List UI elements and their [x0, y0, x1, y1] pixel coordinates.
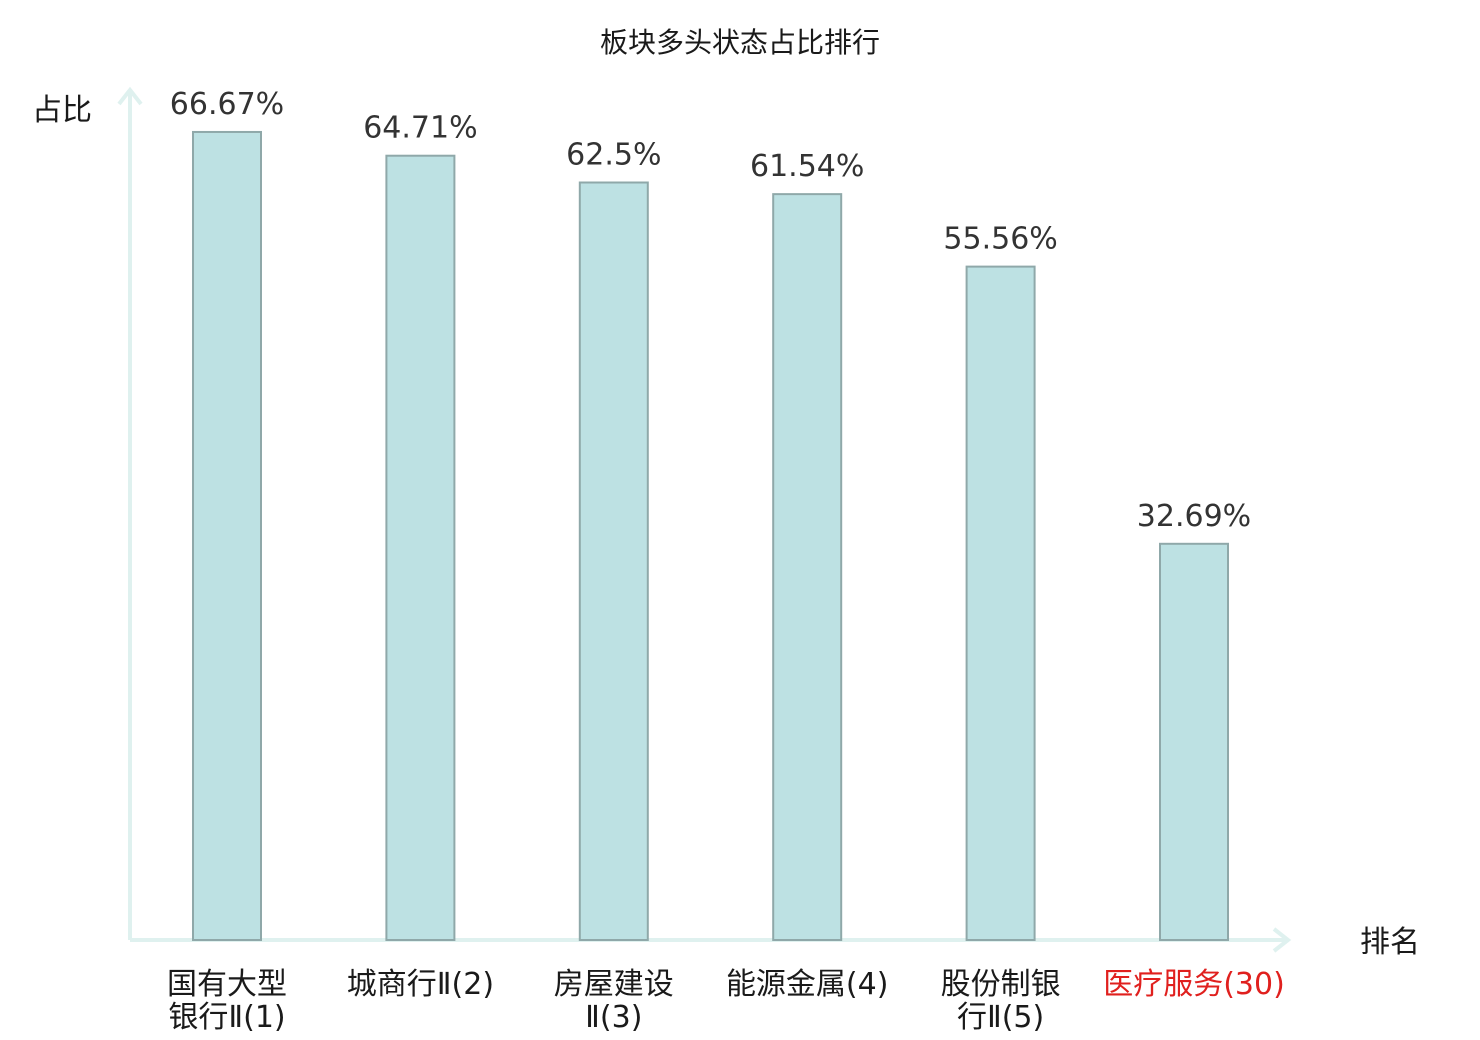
- category-label-1-line-2: 银行Ⅱ(1): [168, 1000, 285, 1035]
- value-label-6: 32.69%: [1137, 499, 1251, 534]
- bar-3: [578, 181, 649, 941]
- category-label-2-line-1: 城商行Ⅱ(2): [347, 967, 494, 1002]
- bar-1: [192, 130, 262, 941]
- value-label-1: 66.67%: [170, 87, 284, 122]
- bar-5: [965, 265, 1036, 941]
- category-label-5-line-2: 行Ⅱ(5): [957, 1000, 1044, 1035]
- value-label-5: 55.56%: [943, 222, 1057, 257]
- x-axis: [130, 927, 1292, 953]
- category-label-3-line-2: Ⅱ(3): [585, 1000, 642, 1035]
- value-label-4: 61.54%: [750, 149, 864, 184]
- y-axis: [117, 86, 143, 940]
- bar-2: [385, 154, 456, 942]
- chart-title: 板块多头状态占比排行: [600, 26, 880, 59]
- category-label-6-line-1: 医疗服务(30): [1103, 967, 1285, 1002]
- bars-group: [192, 130, 1229, 942]
- value-labels-group: 66.67% 64.71% 62.5% 61.54% 55.56% 32.69%: [170, 87, 1251, 534]
- bar-4: [772, 193, 843, 941]
- value-label-3: 62.5%: [566, 138, 661, 173]
- value-label-2: 64.71%: [363, 111, 477, 146]
- x-axis-label: 排名: [1360, 925, 1420, 960]
- y-axis-label: 占比: [32, 93, 92, 128]
- category-label-5-line-1: 股份制银: [941, 967, 1061, 1002]
- category-label-4-line-1: 能源金属(4): [726, 967, 889, 1002]
- category-label-3-line-1: 房屋建设: [554, 967, 674, 1002]
- bar-6: [1159, 542, 1229, 941]
- category-label-1-line-1: 国有大型: [167, 967, 287, 1002]
